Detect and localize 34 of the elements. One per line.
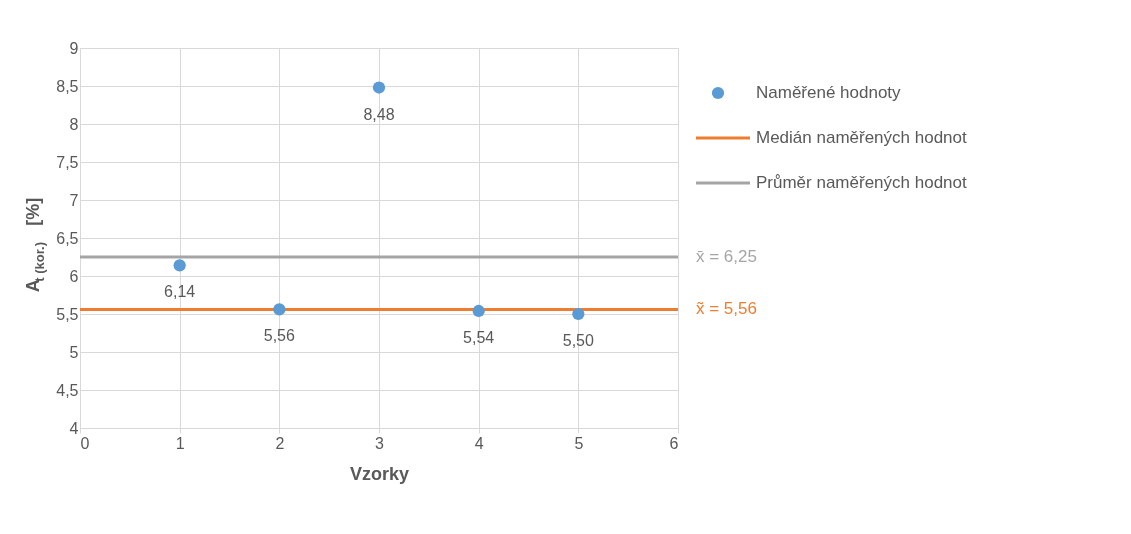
point (372, 81, 386, 94)
y-tick-label: 7,5 (56, 153, 79, 171)
y-tick-label: 4 (69, 419, 79, 437)
y-tick-label: 9 (69, 39, 79, 57)
x-tick-label: 3 (375, 434, 385, 452)
x-axis-title: Vzorky (349, 463, 410, 484)
text: x̄ = 6,25 (696, 247, 757, 266)
x-tick-label: 5 (574, 434, 584, 452)
point (273, 303, 286, 316)
data-label: 5,56 (263, 327, 296, 345)
legend-label: Medián naměřených hodnot (756, 128, 968, 147)
y-tick-label: 6,5 (56, 229, 79, 247)
text: x̃ = 5,56 (696, 299, 757, 319)
y-tick-label: 4,5 (56, 381, 79, 399)
point (572, 307, 585, 321)
data-label: 5,54 (463, 328, 495, 346)
y-tick-label: 5 (69, 343, 79, 361)
x-tick-label: 4 (474, 434, 484, 452)
y-tick-label: 5,5 (56, 305, 79, 323)
y-tick-label: 6 (69, 267, 79, 285)
legend-label: Naměřené hodnoty (756, 83, 902, 102)
x-tick-label: 0 (80, 434, 90, 452)
x-tick-label: 6 (669, 434, 679, 452)
point (472, 304, 485, 318)
data-label: 5,50 (562, 332, 595, 349)
y-tick-label: 8 (69, 115, 79, 133)
data-label: 8,48 (363, 105, 395, 123)
legend-label: Průměr naměřených hodnot (756, 173, 967, 192)
y-tick-label: 8,5 (56, 77, 79, 95)
x-tick-label: 2 (275, 434, 285, 452)
point (173, 259, 186, 272)
data-label: 6,14 (164, 283, 196, 301)
y-tick-label: 7 (69, 191, 79, 209)
x-tick-label: 1 (175, 434, 185, 452)
